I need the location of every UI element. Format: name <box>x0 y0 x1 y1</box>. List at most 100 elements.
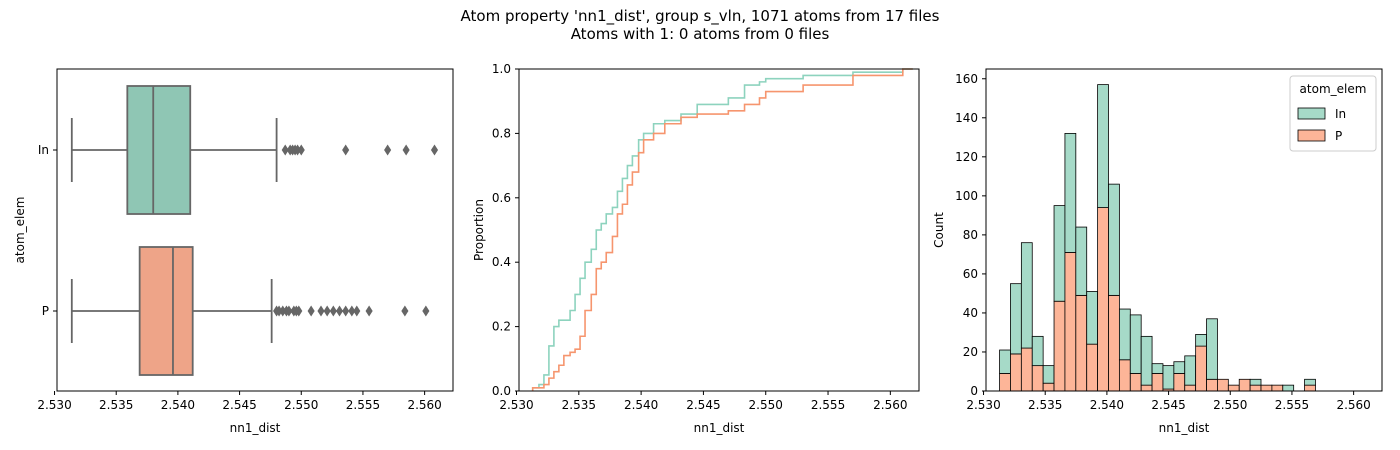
hist-xtick-label: 2.550 <box>1213 398 1247 412</box>
ecdf-xtick-label: 2.530 <box>499 398 533 412</box>
ecdf-xtick-label: 2.550 <box>749 398 783 412</box>
box-outlier-P <box>323 305 331 317</box>
hist-xtick-label: 2.560 <box>1336 398 1370 412</box>
hist-bar-In <box>1064 132 1077 253</box>
hist-bar-P <box>1010 353 1022 392</box>
hist-bar-In <box>1173 361 1186 374</box>
box-xtick-label: 2.545 <box>222 398 256 412</box>
box-outlier-In <box>430 144 439 156</box>
box-outlier-In <box>297 144 305 156</box>
ecdf-xtick-label: 2.535 <box>562 398 596 412</box>
hist-ytick-label: 60 <box>963 267 978 281</box>
box-xtick-label: 2.530 <box>37 398 71 412</box>
hist-bar-In <box>1086 291 1099 345</box>
hist-bar-P <box>1271 384 1284 392</box>
box-xlabel: nn1_dist <box>230 421 281 435</box>
box-outlier-In <box>281 144 289 156</box>
hist-bar-P <box>1042 382 1055 392</box>
hist-bar-P <box>1075 294 1088 392</box>
box-outlier-P <box>353 305 361 317</box>
hist-bar-P <box>1184 384 1197 392</box>
hist-bar-P <box>1304 384 1316 392</box>
hist-bar-P <box>1118 359 1131 392</box>
box-iqr-In <box>126 85 192 215</box>
hist-bar-In <box>1010 283 1022 355</box>
box-ylabel: atom_elem <box>13 197 27 264</box>
ecdf-ytick-label: 0.0 <box>492 384 511 398</box>
hist-bar-In <box>1249 378 1262 386</box>
hist-bar-P <box>1020 347 1033 392</box>
box-xtick-label: 2.555 <box>346 398 380 412</box>
hist-xtick-label: 2.555 <box>1275 398 1309 412</box>
box-ytick-label: In <box>38 143 49 157</box>
box-outlier-P <box>295 305 303 317</box>
hist-bar-In <box>1195 334 1207 347</box>
box-xtick-label: 2.535 <box>99 398 133 412</box>
hist-ytick-label: 80 <box>963 228 978 242</box>
hist-bar-P <box>1031 365 1044 392</box>
hist-bar-In <box>1053 205 1066 302</box>
ecdf-ytick-label: 0.6 <box>492 191 511 205</box>
box-outlier-P <box>307 305 315 317</box>
hist-bar-P <box>1173 373 1186 392</box>
box-xtick-label: 2.550 <box>284 398 318 412</box>
ecdf-ytick-label: 1.0 <box>492 62 511 76</box>
ecdf-xtick-label: 2.555 <box>811 398 845 412</box>
hist-bar-P <box>1140 384 1153 392</box>
hist-bar-In <box>1118 308 1131 361</box>
box-xtick-label: 2.560 <box>407 398 441 412</box>
hist-bar-In <box>1020 242 1033 349</box>
ecdf-ylabel: Proportion <box>472 199 486 261</box>
hist-legend-swatch-In <box>1297 107 1326 120</box>
hist-bar-In <box>1304 378 1316 386</box>
box-xtick-label: 2.540 <box>161 398 195 412</box>
hist-bar-In <box>1097 84 1109 208</box>
hist-bar-P <box>1053 300 1066 392</box>
hist-ytick-label: 120 <box>955 150 978 164</box>
ecdf-xtick-label: 2.560 <box>873 398 907 412</box>
hist-xtick-label: 2.540 <box>1090 398 1124 412</box>
hist-bar-In <box>999 349 1011 374</box>
hist-bar-P <box>1129 373 1142 392</box>
box-outlier-P <box>335 305 344 317</box>
hist-bar-In <box>1282 384 1295 392</box>
hist-legend-swatch-P <box>1297 129 1326 142</box>
box-outlier-P <box>329 305 337 317</box>
hist-xlabel: nn1_dist <box>1159 421 1210 435</box>
hist-bar-P <box>1260 384 1273 392</box>
ecdf-ytick-label: 0.8 <box>492 126 511 140</box>
hist-xtick-label: 2.545 <box>1151 398 1185 412</box>
box-ytick-label: P <box>42 304 49 318</box>
box-outlier-P <box>348 305 356 317</box>
hist-bar-In <box>1184 355 1197 386</box>
hist-bar-In <box>1042 365 1055 384</box>
hist-ytick-label: 20 <box>963 345 978 359</box>
ecdf-xlabel: nn1_dist <box>694 421 745 435</box>
hist-bar-In <box>1075 226 1088 296</box>
hist-bar-In <box>1031 335 1044 367</box>
hist-legend-label-P: P <box>1335 129 1342 143</box>
hist-frame <box>985 68 1383 392</box>
hist-ytick-label: 160 <box>955 72 978 86</box>
hist-bar-P <box>1108 294 1120 392</box>
box-outlier-P <box>365 305 373 317</box>
hist-bar-P <box>1064 252 1077 392</box>
hist-bar-P <box>1097 207 1109 392</box>
hist-bar-In <box>1140 335 1153 386</box>
ecdf-xtick-label: 2.540 <box>624 398 658 412</box>
hist-bar-P <box>1249 384 1262 392</box>
ecdf-ytick-label: 0.2 <box>492 320 511 334</box>
hist-bar-In <box>1108 183 1120 296</box>
box-frame <box>56 68 454 392</box>
hist-ytick-label: 100 <box>955 189 978 203</box>
box-outlier-In <box>342 144 350 156</box>
box-outlier-In <box>384 144 392 156</box>
hist-legend-title: atom_elem <box>1300 82 1367 96</box>
hist-legend-label-In: In <box>1335 107 1346 121</box>
hist-ytick-label: 0 <box>970 384 978 398</box>
box-outlier-P <box>422 305 430 317</box>
ecdf-frame <box>518 68 920 392</box>
box-outlier-P <box>317 305 325 317</box>
hist-bar-P <box>1217 378 1229 392</box>
